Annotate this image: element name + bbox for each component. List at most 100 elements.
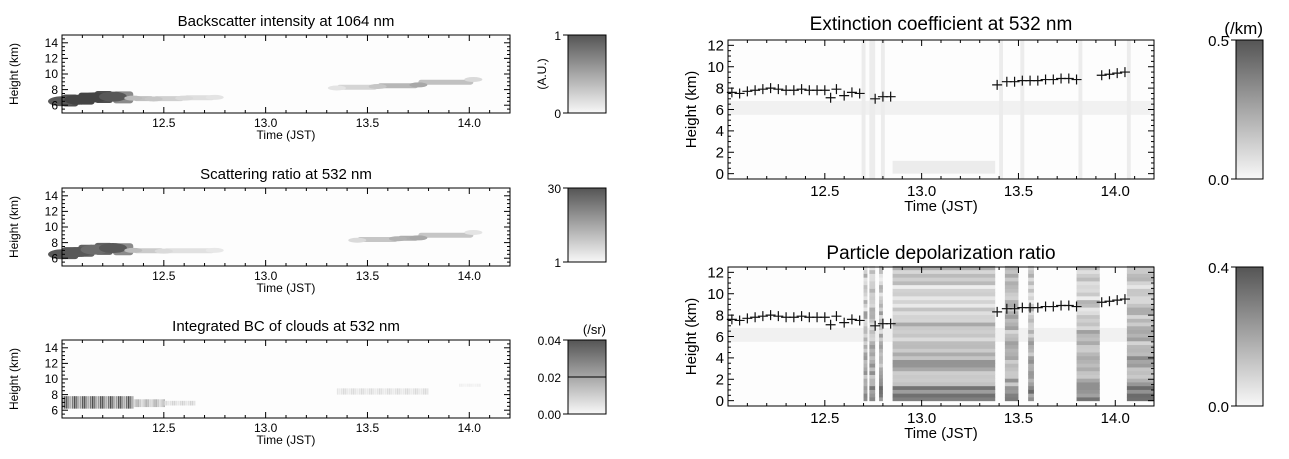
depol-cell	[1004, 378, 1019, 383]
depol-cell	[1076, 389, 1100, 394]
bc-column	[169, 400, 172, 406]
bc-column	[116, 396, 118, 409]
depol-cell	[863, 269, 868, 274]
y-tick-label: 14	[45, 341, 59, 355]
cloud-point	[348, 237, 367, 243]
cloud-point	[98, 91, 127, 102]
depol-cell	[1126, 273, 1154, 278]
cloud-base-marker	[1063, 73, 1074, 84]
depol-cell	[1028, 363, 1034, 368]
depol-cell	[1076, 269, 1100, 274]
depol-cell	[879, 389, 883, 394]
depol-cell	[1028, 284, 1034, 289]
depol-cell	[1076, 292, 1100, 297]
colorbar-max-label: 1	[554, 29, 561, 43]
y-tick-label: 8	[51, 83, 58, 97]
depol-cell	[869, 381, 876, 387]
y-tick-label: 2	[716, 372, 724, 389]
depol-cell	[863, 344, 868, 349]
depol-cell	[1004, 396, 1019, 402]
cloud-base-marker	[870, 93, 881, 104]
bc-column	[84, 396, 86, 409]
cloud-base-marker	[1096, 70, 1107, 81]
depol-cell	[1076, 303, 1100, 308]
depol-cell	[1028, 348, 1034, 353]
depol-cell	[869, 269, 876, 274]
depol-cell	[1028, 337, 1034, 342]
depol-cell	[892, 359, 996, 364]
depol-cell	[863, 299, 868, 304]
x-tick-label: 12.5	[810, 183, 839, 200]
bc-column	[350, 388, 353, 395]
depol-cell	[1126, 265, 1154, 271]
y-tick-label: 10	[707, 286, 724, 303]
bc-column	[106, 396, 108, 409]
cloud-base-marker	[825, 92, 836, 103]
x-tick-label: 13.0	[254, 421, 278, 435]
bc-column	[354, 388, 357, 395]
depol-cell	[892, 355, 996, 360]
depol-cell	[1004, 355, 1019, 360]
y-axis-label: Height (km)	[7, 196, 21, 258]
depol-cell	[1126, 299, 1154, 304]
depol-cell	[879, 366, 883, 372]
cloud-base-marker	[819, 85, 830, 96]
depol-cell	[869, 295, 876, 301]
x-axis-label: Time (JST)	[904, 425, 978, 442]
cloud-base-marker	[854, 88, 865, 99]
cloud-base-marker	[1112, 295, 1123, 306]
y-tick-label: 0	[716, 393, 724, 410]
cloud-base-marker	[788, 85, 799, 96]
y-tick-label: 6	[716, 329, 724, 346]
bc-column	[163, 400, 166, 406]
depol-cell	[1028, 344, 1034, 349]
depol-cell	[869, 363, 876, 368]
x-tick-label: 13.5	[1004, 183, 1033, 200]
depol-cell	[892, 374, 996, 379]
cloud-base-marker	[992, 79, 1003, 90]
depol-cell	[1028, 277, 1034, 282]
cloud-point	[124, 247, 143, 253]
depol-cell	[1028, 303, 1034, 308]
depol-cell	[1076, 314, 1100, 319]
chart-title: Extinction coefficient at 532 nm	[810, 14, 1073, 35]
bc-column	[118, 396, 120, 409]
y-tick-label: 4	[716, 123, 724, 140]
bc-column	[66, 396, 68, 409]
bc-column	[143, 399, 145, 408]
depol-cell	[869, 292, 876, 297]
depol-cell	[1126, 322, 1154, 327]
depol-cell	[892, 318, 996, 323]
depol-cell	[1126, 314, 1154, 319]
y-tick-label: 12	[45, 357, 59, 371]
y-tick-label: 6	[51, 98, 58, 112]
bc-column	[348, 388, 351, 395]
bc-column	[175, 400, 178, 406]
depol-cell	[863, 284, 868, 289]
y-axis-label: Height (km)	[7, 43, 21, 105]
depol-cell	[1076, 337, 1100, 342]
bc-column	[179, 400, 182, 406]
depol-cell	[1076, 265, 1100, 271]
bc-column	[392, 388, 395, 395]
depol-cell	[892, 385, 996, 390]
depol-cell	[1028, 355, 1034, 360]
surface-signal	[892, 160, 996, 174]
colorbar-min-label: 1	[554, 256, 561, 270]
cloud-base-marker	[734, 315, 745, 326]
x-tick-label: 12.5	[152, 269, 176, 283]
bc-column	[368, 388, 371, 395]
depol-cell	[1126, 374, 1154, 379]
bc-column	[187, 400, 190, 406]
bc-column	[346, 388, 349, 395]
depol-cell	[1126, 329, 1154, 334]
x-tick-label: 14.0	[458, 269, 482, 283]
depol-cell	[863, 273, 868, 278]
y-axis-label: Height (km)	[7, 348, 21, 410]
noise-column	[869, 40, 876, 179]
bc-column	[465, 383, 467, 387]
depol-cell	[1076, 366, 1100, 372]
depol-cell	[1126, 355, 1154, 360]
depol-cell	[879, 344, 883, 349]
depol-cell	[1004, 295, 1019, 301]
